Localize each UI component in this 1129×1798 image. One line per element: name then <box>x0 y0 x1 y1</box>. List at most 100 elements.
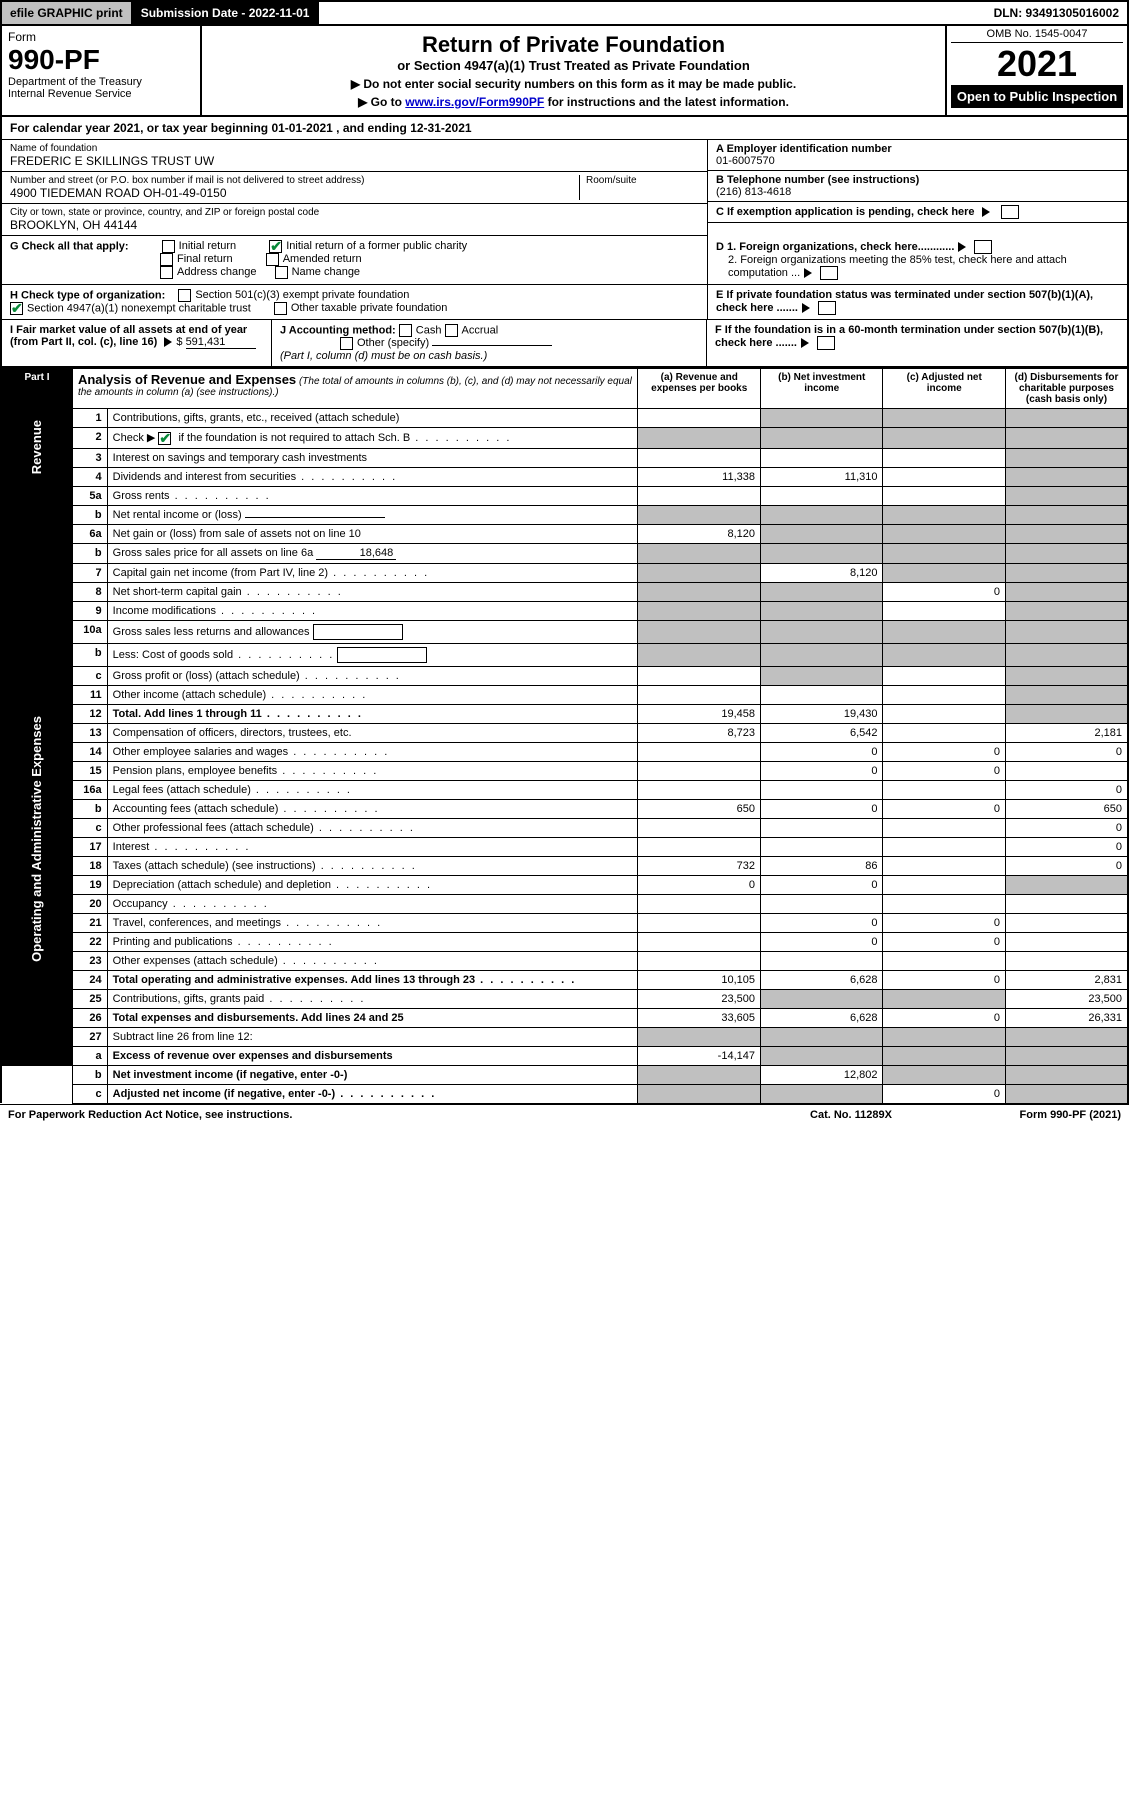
d2-label: 2. Foreign organizations meeting the 85%… <box>728 254 1067 279</box>
footer-paperwork: For Paperwork Reduction Act Notice, see … <box>8 1109 761 1121</box>
line-6b: Gross sales price for all assets on line… <box>107 543 638 563</box>
501c3-checkbox[interactable] <box>178 289 191 302</box>
schb-checkbox[interactable] <box>158 432 171 445</box>
line-8: Net short-term capital gain <box>107 582 638 601</box>
ein-label: A Employer identification number <box>716 143 1119 155</box>
g-label: G Check all that apply: <box>10 240 129 252</box>
efile-button[interactable]: efile GRAPHIC print <box>2 2 133 24</box>
top-bar: efile GRAPHIC print Submission Date - 20… <box>0 0 1129 26</box>
city-label: City or town, state or province, country… <box>10 207 699 218</box>
info-grid: Name of foundation FREDERIC E SKILLINGS … <box>0 140 1129 236</box>
d1-label: D 1. Foreign organizations, check here..… <box>716 241 954 253</box>
line-27c: Adjusted net income (if negative, enter … <box>107 1084 638 1103</box>
line-16b: Accounting fees (attach schedule) <box>107 799 638 818</box>
line-5a: Gross rents <box>107 486 638 505</box>
dept-irs: Internal Revenue Service <box>8 88 194 100</box>
name-label: Name of foundation <box>10 143 699 154</box>
line-22: Printing and publications <box>107 932 638 951</box>
line-24: Total operating and administrative expen… <box>107 970 638 989</box>
f-checkbox[interactable] <box>817 336 835 350</box>
line-27b: Net investment income (if negative, ente… <box>107 1065 638 1084</box>
form-header: Form 990-PF Department of the Treasury I… <box>0 26 1129 117</box>
line-27a: Excess of revenue over expenses and disb… <box>107 1046 638 1065</box>
g-row: G Check all that apply: Initial return I… <box>0 236 1129 285</box>
line-13: Compensation of officers, directors, tru… <box>107 723 638 742</box>
e-label: E If private foundation status was termi… <box>716 289 1093 314</box>
arrow-icon <box>802 303 810 313</box>
footer-catno: Cat. No. 11289X <box>761 1109 941 1121</box>
ssn-warning: ▶ Do not enter social security numbers o… <box>212 77 935 91</box>
irs-link[interactable]: www.irs.gov/Form990PF <box>405 95 544 109</box>
line-4: Dividends and interest from securities <box>107 467 638 486</box>
form-title: Return of Private Foundation <box>212 32 935 58</box>
arrow-icon <box>958 242 966 252</box>
initial-return-checkbox[interactable] <box>162 240 175 253</box>
e-checkbox[interactable] <box>818 301 836 315</box>
arrow-icon <box>804 268 812 278</box>
dept-treasury: Department of the Treasury <box>8 76 194 88</box>
foundation-name: FREDERIC E SKILLINGS TRUST UW <box>10 154 699 168</box>
address-value: 4900 TIEDEMAN ROAD OH-01-49-0150 <box>10 186 579 200</box>
j-note: (Part I, column (d) must be on cash basi… <box>280 350 487 362</box>
form-number: 990-PF <box>8 44 194 76</box>
line-2: Check ▶ if the foundation is not require… <box>107 428 638 449</box>
col-d-header: (d) Disbursements for charitable purpose… <box>1005 369 1128 409</box>
cash-checkbox[interactable] <box>399 324 412 337</box>
form-subtitle: or Section 4947(a)(1) Trust Treated as P… <box>212 58 935 73</box>
part1-table: Part I Analysis of Revenue and Expenses … <box>0 368 1129 1104</box>
name-change-checkbox[interactable] <box>275 266 288 279</box>
line-1: Contributions, gifts, grants, etc., rece… <box>107 409 638 428</box>
col-a-header: (a) Revenue and expenses per books <box>638 369 761 409</box>
other-taxable-checkbox[interactable] <box>274 302 287 315</box>
open-inspection: Open to Public Inspection <box>951 85 1123 108</box>
part1-label: Part I <box>1 369 72 409</box>
accrual-checkbox[interactable] <box>445 324 458 337</box>
line-5b: Net rental income or (loss) <box>107 505 638 524</box>
room-label: Room/suite <box>586 175 699 186</box>
d2-checkbox[interactable] <box>820 266 838 280</box>
line-15: Pension plans, employee benefits <box>107 761 638 780</box>
address-label: Number and street (or P.O. box number if… <box>10 175 579 186</box>
address-change-checkbox[interactable] <box>160 266 173 279</box>
d1-checkbox[interactable] <box>974 240 992 254</box>
line-27: Subtract line 26 from line 12: <box>107 1027 638 1046</box>
line-9: Income modifications <box>107 601 638 620</box>
i-value: 591,431 <box>186 336 256 349</box>
line-10b: Less: Cost of goods sold <box>107 643 638 666</box>
other-method-checkbox[interactable] <box>340 337 353 350</box>
city-value: BROOKLYN, OH 44144 <box>10 218 699 232</box>
final-return-checkbox[interactable] <box>160 253 173 266</box>
j-label: J Accounting method: <box>280 324 396 336</box>
h-row: H Check type of organization: Section 50… <box>0 285 1129 320</box>
line-18: Taxes (attach schedule) (see instruction… <box>107 856 638 875</box>
line-21: Travel, conferences, and meetings <box>107 913 638 932</box>
exemption-checkbox[interactable] <box>1001 205 1019 219</box>
arrow-icon <box>164 337 172 347</box>
phone-value: (216) 813-4618 <box>716 186 1119 198</box>
line-20: Occupancy <box>107 894 638 913</box>
line-23: Other expenses (attach schedule) <box>107 951 638 970</box>
goto-note: ▶ Go to www.irs.gov/Form990PF for instru… <box>212 95 935 109</box>
line-14: Other employee salaries and wages <box>107 742 638 761</box>
omb-number: OMB No. 1545-0047 <box>951 28 1123 43</box>
form-label: Form <box>8 30 194 44</box>
line-17: Interest <box>107 837 638 856</box>
exemption-label: C If exemption application is pending, c… <box>716 206 975 218</box>
expenses-side-label: Operating and Administrative Expenses <box>1 704 72 1065</box>
4947a1-checkbox[interactable] <box>10 302 23 315</box>
line-16c: Other professional fees (attach schedule… <box>107 818 638 837</box>
part1-title: Analysis of Revenue and Expenses <box>78 372 296 387</box>
arrow-icon <box>982 207 990 217</box>
submission-date: Submission Date - 2022-11-01 <box>133 2 320 24</box>
h-label: H Check type of organization: <box>10 289 165 301</box>
amended-return-checkbox[interactable] <box>266 253 279 266</box>
line-26: Total expenses and disbursements. Add li… <box>107 1008 638 1027</box>
line-16a: Legal fees (attach schedule) <box>107 780 638 799</box>
col-b-header: (b) Net investment income <box>760 369 883 409</box>
line-19: Depreciation (attach schedule) and deple… <box>107 875 638 894</box>
page-footer: For Paperwork Reduction Act Notice, see … <box>0 1104 1129 1125</box>
initial-former-checkbox[interactable] <box>269 240 282 253</box>
tax-year: 2021 <box>951 43 1123 85</box>
revenue-side-label: Revenue <box>1 409 72 705</box>
f-label: F If the foundation is in a 60-month ter… <box>715 324 1103 349</box>
